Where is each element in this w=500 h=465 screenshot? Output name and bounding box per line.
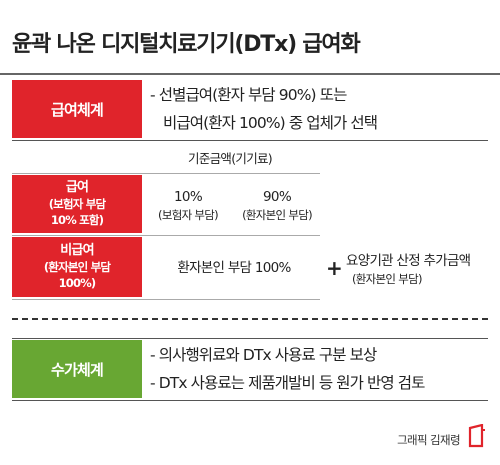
covered-label: 급여 (보험자 부담 10% 포함)	[12, 175, 142, 233]
fee-bullet-2: - DTx 사용료는 제품개발비 등 원가 반영 검토	[150, 374, 425, 392]
payment-bullet-1: - 선별급여(환자 부담 90%) 또는	[150, 86, 347, 104]
fee-system-bullets: - 의사행위료와 DTx 사용료 구분 보상 - DTx 사용료는 제품개발비 …	[150, 341, 425, 397]
fee-bullet-1: - 의사행위료와 DTx 사용료 구분 보상	[150, 346, 377, 364]
section-dashed-divider	[12, 318, 488, 320]
payment-bullet-2: 비급여(환자 100%) 중 업체가 선택	[163, 114, 378, 132]
payment-system-label: 급여체계	[12, 80, 142, 138]
publisher-logo-icon	[468, 424, 485, 448]
title-divider	[0, 73, 500, 75]
payment-system-bullets: - 선별급여(환자 부담 90%) 또는 비급여(환자 100%) 중 업체가 …	[150, 81, 378, 137]
page-title: 윤곽 나온 디지털치료기기(DTx) 급여화	[12, 32, 361, 57]
table-top-line	[12, 173, 320, 174]
fee-bottom-line	[12, 400, 488, 401]
fee-system-label: 수가체계	[12, 340, 142, 398]
covered-patient-share: 90% (환자본인 부담)	[242, 189, 313, 222]
base-fee-label: 기준금액(기기료)	[188, 151, 273, 166]
noncovered-patient-share: 환자본인 부담 100%	[177, 260, 291, 276]
noncovered-label: 비급여 (환자본인 부담 100%)	[12, 237, 142, 297]
table-bottom-line	[12, 299, 320, 300]
graphic-credit: 그래픽 김재령	[397, 433, 461, 447]
additional-amount: 요양기관 산정 추가금액 (환자본인 부담)	[346, 253, 471, 286]
table-mid-line	[12, 235, 320, 236]
plus-icon: +	[326, 256, 343, 280]
covered-insurer-share: 10% (보험자 부담)	[158, 189, 219, 222]
fee-top-line	[12, 338, 488, 339]
payment-divider	[12, 140, 488, 141]
